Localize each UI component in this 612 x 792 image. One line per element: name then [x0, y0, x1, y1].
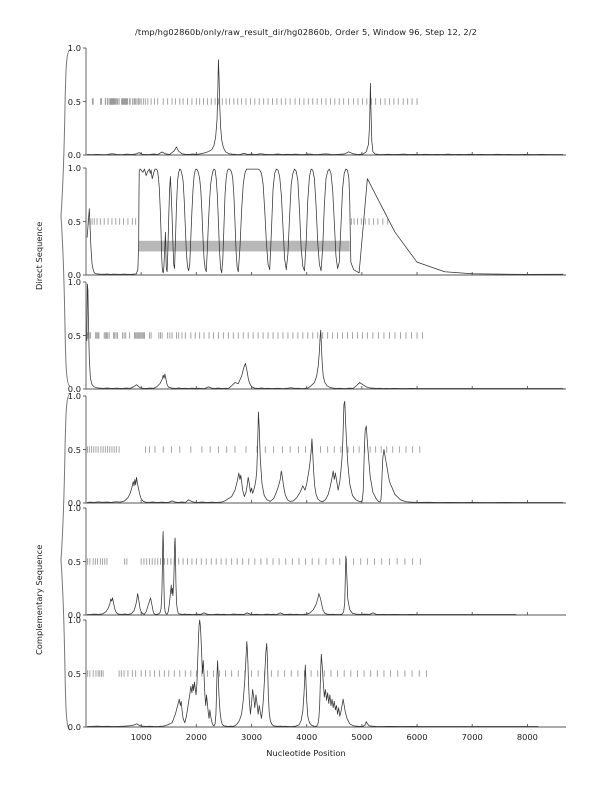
y-tick-label: 1.0 [67, 503, 81, 513]
x-tick-label: 6000 [406, 732, 428, 742]
x-tick-label: 7000 [461, 732, 483, 742]
y-tick-label: 0.0 [67, 498, 81, 508]
x-tick-label: 8000 [516, 732, 538, 742]
data-trace-4 [87, 400, 564, 503]
y-tick-label: 0.5 [67, 96, 81, 107]
x-tick-label: 1000 [130, 732, 152, 742]
y-tick-label: 0.0 [67, 610, 81, 620]
data-trace-2 [86, 168, 564, 275]
y-tick-label: 1.0 [67, 277, 81, 287]
brace-direct-sequence [58, 48, 72, 388]
data-trace-6 [87, 619, 539, 727]
y-tick-label: 1.0 [67, 163, 81, 173]
y-tick-label: 0.0 [67, 150, 81, 160]
y-tick-label: 1.0 [67, 391, 81, 401]
y-tick-label: 1.0 [67, 615, 81, 625]
brace-complementary-sequence [58, 392, 72, 732]
figure-title: /tmp/hg02860b/only/raw_result_dir/hg0286… [134, 27, 478, 37]
data-trace-5 [87, 531, 517, 615]
x-tick-label: 5000 [351, 732, 373, 742]
y-tick-label: 1.0 [67, 43, 81, 53]
y-tick-label: 0.5 [67, 444, 81, 455]
x-tick-label: 2000 [185, 732, 207, 742]
y-tick-label: 0.5 [67, 668, 81, 679]
y-tick-label: 0.5 [67, 556, 81, 567]
x-tick-label: 3000 [240, 732, 263, 742]
y-tick-label: 0.5 [67, 216, 81, 227]
data-trace-1 [87, 59, 564, 155]
y-tick-label: 0.0 [67, 384, 81, 394]
data-trace-3 [86, 283, 564, 389]
y-tick-label: 0.5 [67, 330, 81, 341]
x-tick-label: 4000 [296, 732, 318, 742]
y-tick-label: 0.0 [67, 270, 81, 280]
highlight-band [138, 240, 350, 252]
y-tick-label: 0.0 [67, 722, 81, 732]
panel-axis-spine [85, 620, 566, 728]
x-axis-title: Nucleotide Position [266, 748, 346, 758]
